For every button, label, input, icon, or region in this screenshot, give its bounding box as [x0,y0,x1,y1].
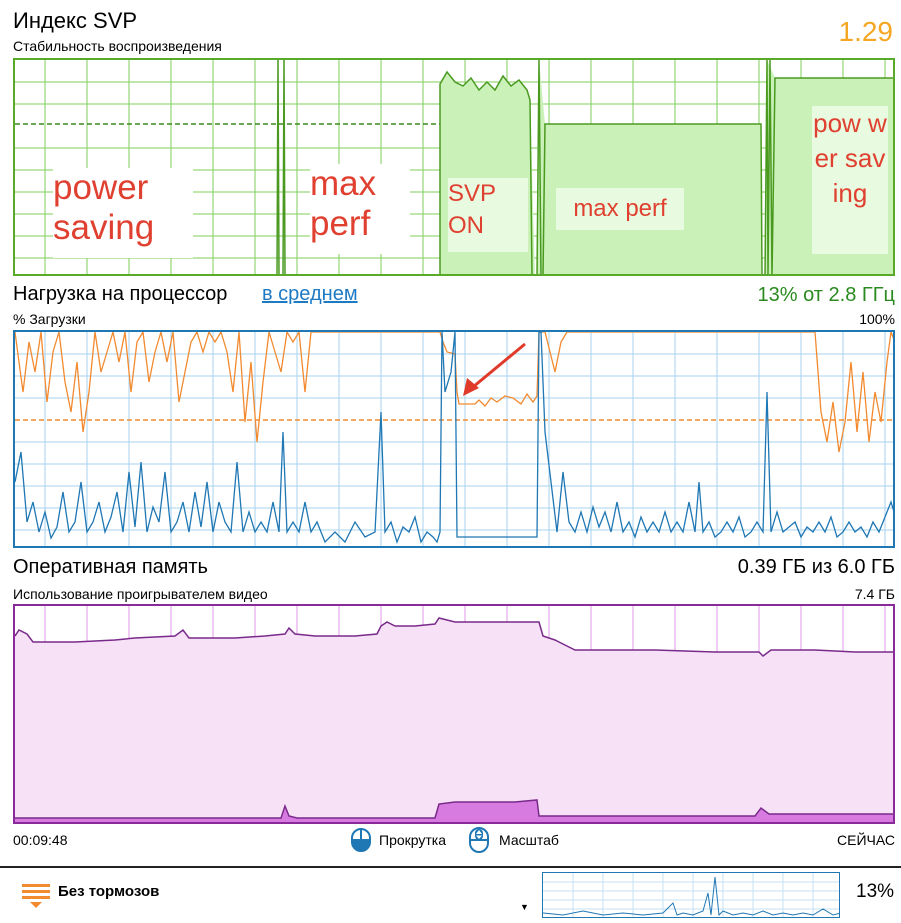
mouse-zoom-icon [468,826,490,854]
mini-cpu-percent: 13% [856,881,895,902]
menu-icon[interactable] [22,884,50,908]
svp-title: Индекс SVP [13,8,138,33]
annotation-power-saving-2: pow wer sav ing [812,106,888,254]
timeline-start-time: 00:09:48 [13,832,68,848]
cpu-graph-svg [15,332,893,546]
cpu-axis-label: % Загрузки [13,311,86,327]
annotation-svp-on: SVP ON [448,178,528,252]
footer-bar: Без тормозов ▼ 13% [0,866,901,923]
annotation-max-perf-2: max perf [556,188,684,230]
mouse-scroll-icon [350,828,372,852]
ram-summary: 0.39 ГБ из 6.0 ГБ [737,556,895,578]
cpu-graph [13,330,895,548]
cpu-title: Нагрузка на процессор [13,283,228,305]
ram-graph-svg [15,606,893,822]
svp-index-value: 1.29 [838,16,894,47]
annotation-max-perf-1: max perf [310,164,410,254]
annotation-power-saving: power saving [53,168,193,258]
timeline-now-label: СЕЙЧАС [837,832,895,848]
mini-cpu-graph [542,872,840,918]
profile-label[interactable]: Без тормозов [58,883,160,900]
ram-axis-max: 7.4 ГБ [854,586,895,602]
cpu-mode-link[interactable]: в среднем [262,283,358,305]
ram-subtitle: Использование проигрывателем видео [13,586,268,602]
svp-subtitle: Стабильность воспроизведения [13,38,222,54]
zoom-hint-label[interactable]: Масштаб [499,832,559,848]
ram-title: Оперативная память [13,556,208,578]
ram-graph [13,604,895,824]
scroll-hint-label[interactable]: Прокрутка [379,832,447,848]
profile-dropdown-icon[interactable]: ▼ [520,902,529,912]
cpu-axis-max: 100% [859,311,895,327]
cpu-summary: 13% от 2.8 ГГц [757,284,895,306]
